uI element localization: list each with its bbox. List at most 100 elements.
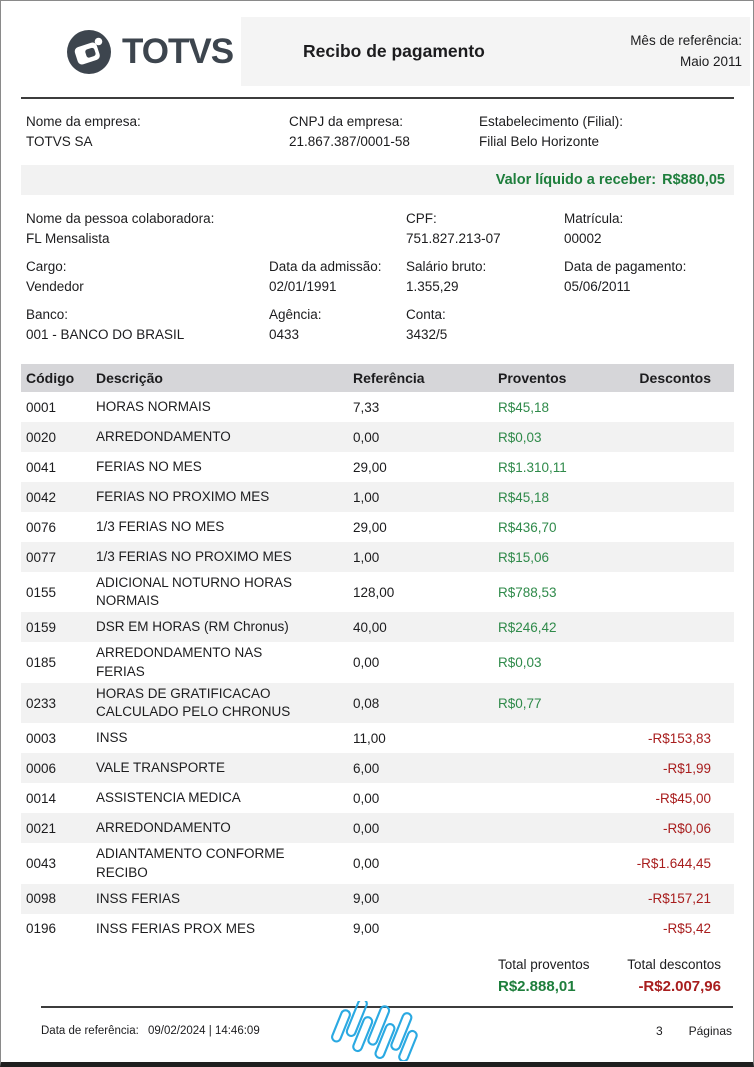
row-referencia: 128,00: [353, 584, 395, 600]
field-label: Conta:: [406, 307, 446, 322]
field-label: Data de pagamento:: [564, 259, 687, 274]
total-proventos-label: Total proventos: [498, 956, 590, 972]
page-title: Recibo de pagamento: [303, 41, 485, 61]
net-value-label: Valor líquido a receber:: [495, 172, 657, 188]
row-codigo: 0001: [26, 399, 57, 415]
field-value: Vendedor: [26, 279, 84, 294]
net-value: R$880,05: [662, 172, 725, 188]
totvs-watermark-icon: [331, 1001, 418, 1061]
field-value: 21.867.387/0001-58: [289, 134, 410, 149]
row-referencia: 0,00: [353, 429, 380, 445]
row-referencia: 9,00: [353, 891, 380, 907]
row-desconto: -R$157,21: [647, 891, 711, 907]
totvs-logo: TOTVS: [1, 17, 241, 86]
row-provento: R$0,03: [498, 429, 542, 445]
field-value: 1.355,29: [406, 279, 459, 294]
employee-row-2: Cargo: Vendedor Data da admissão: 02/01/…: [26, 257, 734, 297]
reference-date-value: 09/02/2024 | 14:46:09: [148, 1025, 260, 1037]
reference-date-label: Data de referência:: [41, 1025, 139, 1037]
footer-row: Data de referência: 09/02/2024 | 14:46:0…: [41, 1024, 734, 1038]
table-row: 0159 DSR EM HORAS (RM Chronus) 40,00 R$246,…: [21, 612, 734, 643]
table-row: 0076 1/3 FERIAS NO MES 29,00 R$436,70: [21, 512, 734, 542]
field-cargo: Cargo: Vendedor: [26, 257, 269, 297]
row-referencia: 0,00: [353, 820, 380, 836]
row-descricao: ADICIONAL NOTURNO HORAS NORMAIS: [96, 575, 293, 609]
row-provento: R$15,06: [498, 549, 550, 565]
net-value-bar: Valor líquido a receber: R$880,05: [21, 165, 734, 195]
reference-month-label: Mês de referência:: [630, 33, 742, 49]
pay-table-body: 0001 HORAS NORMAIS 7,33 R$45,18 0020 ARREDOND…: [21, 392, 734, 944]
field-matricula: Matrícula: 00002: [564, 209, 734, 249]
table-row: 0021 ARREDONDAMENTO 0,00 -R$0,06: [21, 813, 734, 844]
row-provento: R$246,42: [498, 619, 557, 635]
row-provento: R$45,18: [498, 489, 550, 505]
table-row: 0043 ADIANTAMENTO CONFORME RECIBO 0,00 -R$1…: [21, 843, 734, 883]
total-descontos-value: -R$2.007,96: [638, 977, 721, 995]
field-admissao: Data da admissão: 02/01/1991: [269, 257, 406, 297]
table-row: 0006 VALE TRANSPORTE 6,00 -R$1,99: [21, 753, 734, 784]
field-value: 0433: [269, 327, 300, 342]
field-employee-name: Nome da pessoa colaboradora: FL Mensalis…: [26, 209, 406, 249]
row-codigo: 0159: [26, 619, 57, 635]
row-codigo: 0006: [26, 760, 57, 776]
table-row: 0098 INSS FERIAS 9,00 -R$157,21: [21, 883, 734, 914]
row-codigo: 0041: [26, 459, 57, 475]
field-value: 05/06/2011: [564, 279, 631, 294]
row-referencia: 40,00: [353, 619, 387, 635]
row-desconto: -R$1.644,45: [636, 856, 711, 872]
row-referencia: 0,00: [353, 655, 380, 671]
row-referencia: 1,00: [353, 489, 380, 505]
page-indicator: 3 Páginas: [656, 1024, 734, 1038]
field-label: Data da admissão:: [269, 259, 382, 274]
row-codigo: 0196: [26, 921, 57, 937]
row-desconto: -R$0,06: [662, 820, 711, 836]
field-label: CNPJ da empresa:: [289, 114, 404, 129]
field-label: Nome da pessoa colaboradora:: [26, 211, 215, 226]
table-row: 0185 ARREDONDAMENTO NAS FERIAS 0,00 R$0,03: [21, 642, 734, 682]
field-conta: Conta: 3432/5: [406, 305, 734, 345]
row-codigo: 0014: [26, 790, 57, 806]
row-desconto: -R$5,42: [662, 921, 711, 937]
pages-label: Páginas: [688, 1024, 732, 1038]
totvs-logo-icon: [67, 29, 111, 74]
field-value: TOTVS SA: [26, 134, 93, 149]
table-row: 0001 HORAS NORMAIS 7,33 R$45,18: [21, 392, 734, 422]
page-number: 3: [655, 1024, 663, 1038]
total-descontos-label: Total descontos: [627, 956, 721, 972]
field-value: 751.827.213-07: [406, 231, 501, 246]
row-provento: R$0,77: [498, 695, 542, 711]
row-provento: R$45,18: [498, 399, 550, 415]
row-descricao: HORAS NORMAIS: [96, 398, 211, 414]
row-descricao: ASSISTENCIA MEDICA: [96, 790, 241, 806]
row-codigo: 0185: [26, 655, 57, 671]
row-provento: R$1.310,11: [498, 459, 567, 475]
reference-month: Mês de referência: Maio 2011: [630, 31, 750, 72]
row-desconto: -R$45,00: [655, 790, 711, 806]
row-desconto: -R$1,99: [662, 760, 711, 776]
totals-row: Total proventos R$2.888,01 Total descont…: [21, 954, 734, 998]
row-referencia: 7,33: [353, 399, 380, 415]
row-referencia: 6,00: [353, 760, 380, 776]
column-header-codigo: Código: [26, 370, 75, 386]
pay-table-header: Código Descrição Referência Proventos De…: [21, 364, 734, 392]
field-label: Salário bruto:: [406, 259, 487, 274]
row-codigo: 0098: [26, 891, 57, 907]
row-provento: R$0,03: [498, 655, 542, 671]
row-descricao: ADIANTAMENTO CONFORME RECIBO: [96, 846, 285, 880]
row-codigo: 0155: [26, 584, 57, 600]
table-row: 0042 FERIAS NO PROXIMO MES 1,00 R$45,18: [21, 482, 734, 512]
field-value: FL Mensalista: [26, 231, 110, 246]
row-referencia: 29,00: [353, 519, 387, 535]
total-proventos-value: R$2.888,01: [498, 977, 576, 995]
row-codigo: 0076: [26, 519, 57, 535]
field-label: Banco:: [26, 307, 69, 322]
row-codigo: 0003: [26, 730, 57, 746]
row-descricao: ARREDONDAMENTO NAS FERIAS: [96, 645, 263, 679]
row-descricao: ARREDONDAMENTO: [96, 820, 231, 836]
column-header-descricao: Descrição: [96, 370, 163, 386]
table-row: 0041 FERIAS NO MES 29,00 R$1.310,11: [21, 452, 734, 482]
row-descricao: ARREDONDAMENTO: [96, 428, 231, 444]
total-descontos: Total descontos -R$2.007,96: [618, 954, 734, 998]
row-referencia: 11,00: [353, 730, 386, 746]
